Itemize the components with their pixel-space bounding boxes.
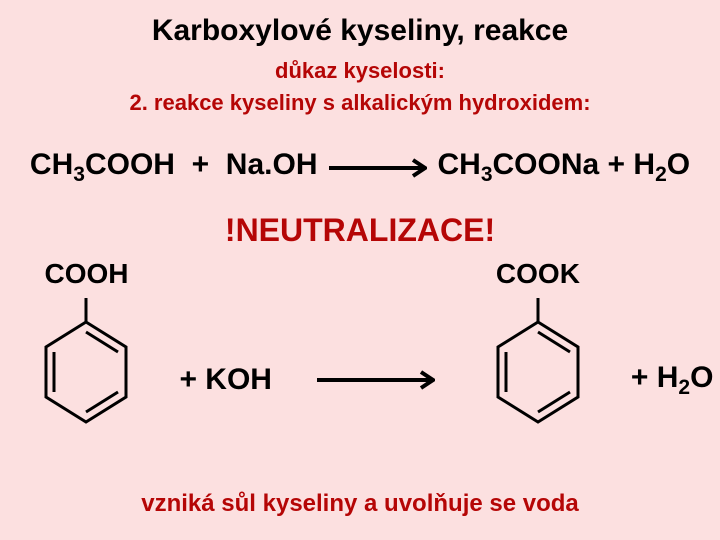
benzene-ring-left: [26, 292, 146, 442]
equation-1: CH3COOH + Na.OH CH3COONa + H2O: [0, 148, 720, 187]
neutralization-label: !NEUTRALIZACE!: [0, 212, 720, 249]
cooh-label: COOH: [44, 258, 128, 290]
reaction-arrow-2: [315, 368, 435, 392]
plus-h2o: + H2O: [631, 361, 714, 400]
reactant-benzoic-acid: COOH: [26, 258, 146, 442]
page-title: Karboxylové kyseliny, reakce: [0, 14, 720, 48]
reaction-arrow-1: [327, 156, 427, 180]
product-benzoate: COOK: [478, 258, 598, 442]
structural-equation: COOH + KOH COOK + H2O: [10, 258, 720, 442]
subtitle-line1: důkaz kyselosti:: [0, 58, 720, 84]
footer-text: vzniká sůl kyseliny a uvolňuje se voda: [0, 490, 720, 518]
subtitle-line2: 2. reakce kyseliny s alkalickým hydroxid…: [0, 90, 720, 116]
plus-koh: + KOH: [179, 363, 272, 397]
equation-1-right: CH3COONa + H2O: [437, 148, 690, 187]
benzene-ring-right: [478, 292, 598, 442]
cook-label: COOK: [496, 258, 580, 290]
equation-1-left: CH3COOH + Na.OH: [30, 148, 318, 187]
